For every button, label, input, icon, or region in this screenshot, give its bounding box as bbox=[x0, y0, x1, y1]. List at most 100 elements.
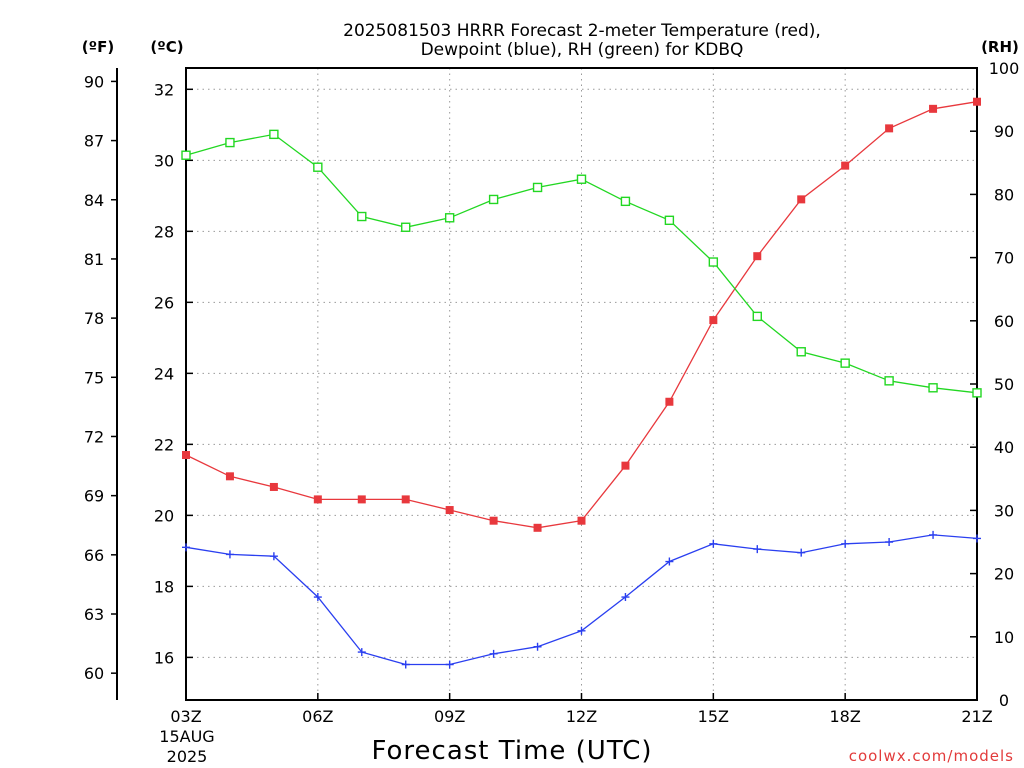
x-tick-label: 18Z bbox=[830, 707, 861, 726]
dewpoint-point bbox=[885, 538, 894, 546]
dewpoint-point bbox=[665, 557, 674, 566]
temperature-point bbox=[973, 97, 981, 106]
temperature-point bbox=[709, 316, 718, 325]
temperature-point bbox=[182, 451, 190, 460]
dewpoint-point bbox=[489, 649, 498, 658]
temperature-point bbox=[665, 397, 674, 406]
celsius-unit-label: (ºC) bbox=[150, 38, 183, 56]
rh-unit-label: (RH) bbox=[981, 38, 1019, 56]
rh-point bbox=[972, 388, 982, 398]
fahrenheit-tick-label: 81 bbox=[84, 250, 104, 269]
data-series bbox=[181, 97, 982, 669]
dewpoint-point bbox=[269, 552, 278, 561]
dewpoint-point bbox=[973, 534, 981, 543]
temperature-line bbox=[185, 101, 978, 529]
fahrenheit-tick-label: 78 bbox=[84, 309, 104, 328]
dewpoint-point bbox=[797, 548, 806, 557]
rh-point bbox=[884, 376, 894, 386]
rh-point bbox=[401, 222, 411, 232]
rh-tick-label: 50 bbox=[994, 375, 1014, 394]
x-tick-label: 09Z bbox=[434, 707, 465, 726]
dewpoint-point bbox=[709, 539, 718, 548]
rh-point bbox=[708, 257, 719, 267]
dewpoint-point bbox=[621, 593, 630, 602]
fahrenheit-tick-label: 72 bbox=[84, 427, 104, 446]
grid-lines bbox=[186, 68, 977, 700]
rh-point bbox=[752, 311, 762, 322]
rh-tick-label: 40 bbox=[994, 438, 1014, 457]
axis-ticks: 03Z 06Z 09Z 12Z 15Z 18Z 21Z 16 18 20 22 24 26 28 30 32 6… bbox=[84, 59, 1019, 726]
temperature-point bbox=[621, 461, 630, 470]
fahrenheit-tick-label: 90 bbox=[84, 72, 104, 91]
temperature-point bbox=[445, 506, 454, 515]
fahrenheit-unit-label: (ºF) bbox=[82, 38, 114, 56]
rh-point bbox=[840, 358, 850, 368]
dewpoint-point bbox=[445, 660, 454, 669]
dewpoint-point bbox=[357, 648, 366, 657]
rh-point bbox=[225, 137, 235, 148]
x-tick-label: 06Z bbox=[302, 707, 333, 726]
rh-point bbox=[269, 129, 279, 140]
temperature-point bbox=[533, 523, 542, 532]
celsius-tick-label: 18 bbox=[154, 577, 174, 596]
fahrenheit-tick-label: 84 bbox=[84, 191, 104, 210]
fahrenheit-tick-label: 69 bbox=[84, 487, 104, 506]
x-tick-label: 12Z bbox=[566, 707, 597, 726]
celsius-tick-label: 32 bbox=[154, 80, 174, 99]
rh-point bbox=[796, 347, 806, 357]
temperature-point bbox=[313, 495, 322, 504]
rh-point bbox=[181, 150, 191, 160]
rh-tick-label: 90 bbox=[994, 122, 1014, 141]
rh-point bbox=[576, 174, 587, 184]
dewpoint-point bbox=[533, 642, 542, 651]
temperature-point bbox=[225, 472, 234, 481]
temperature-point bbox=[489, 516, 498, 525]
rh-tick-label: 10 bbox=[994, 628, 1014, 647]
dewpoint-point bbox=[182, 543, 190, 552]
celsius-tick-label: 24 bbox=[154, 364, 174, 383]
temperature-point bbox=[357, 495, 366, 504]
rh-point bbox=[444, 213, 455, 223]
temperature-point bbox=[269, 482, 278, 491]
dewpoint-point bbox=[225, 550, 234, 559]
dewpoint-point bbox=[753, 545, 762, 554]
chart-subtitle: Dewpoint (blue), RH (green) for KDBQ bbox=[421, 40, 744, 60]
temperature-point bbox=[797, 195, 806, 204]
fahrenheit-tick-label: 75 bbox=[84, 368, 104, 387]
x-axis-title: Forecast Time (UTC) bbox=[371, 736, 652, 766]
x-tick-label: 03Z bbox=[170, 707, 201, 726]
dewpoint-point bbox=[577, 626, 586, 635]
celsius-tick-label: 26 bbox=[154, 293, 174, 312]
rh-tick-label: 20 bbox=[994, 565, 1014, 584]
x-tick-label: 15Z bbox=[698, 707, 729, 726]
rh-point bbox=[620, 196, 631, 207]
rh-point bbox=[313, 162, 323, 172]
date-day-label: 15AUG bbox=[159, 727, 214, 746]
rh-point bbox=[488, 194, 499, 205]
rh-point bbox=[532, 182, 543, 193]
dewpoint-point bbox=[401, 660, 410, 669]
rh-tick-label: 100 bbox=[989, 59, 1020, 78]
celsius-tick-label: 16 bbox=[154, 648, 174, 667]
rh-tick-label: 70 bbox=[994, 249, 1014, 268]
temperature-point bbox=[841, 161, 850, 170]
rh-tick-label: 80 bbox=[994, 185, 1014, 204]
rh-tick-label: 60 bbox=[994, 312, 1014, 331]
temperature-point bbox=[577, 516, 586, 525]
fahrenheit-tick-label: 66 bbox=[84, 546, 104, 565]
celsius-tick-label: 22 bbox=[154, 435, 174, 454]
date-year-label: 2025 bbox=[167, 747, 208, 766]
temperature-point bbox=[885, 124, 894, 133]
chart-title: 2025081503 HRRR Forecast 2-meter Tempera… bbox=[343, 21, 821, 41]
dewpoint-point bbox=[313, 593, 322, 602]
fahrenheit-tick-label: 63 bbox=[84, 605, 104, 624]
celsius-tick-label: 28 bbox=[154, 222, 174, 241]
rh-point bbox=[357, 211, 367, 222]
credit-label: coolwx.com/models bbox=[849, 747, 1014, 765]
dewpoint-point bbox=[841, 539, 850, 548]
fahrenheit-tick-label: 60 bbox=[84, 664, 104, 683]
temperature-point bbox=[929, 104, 938, 113]
temperature-point bbox=[753, 252, 762, 261]
rh-tick-label: 30 bbox=[994, 501, 1014, 520]
